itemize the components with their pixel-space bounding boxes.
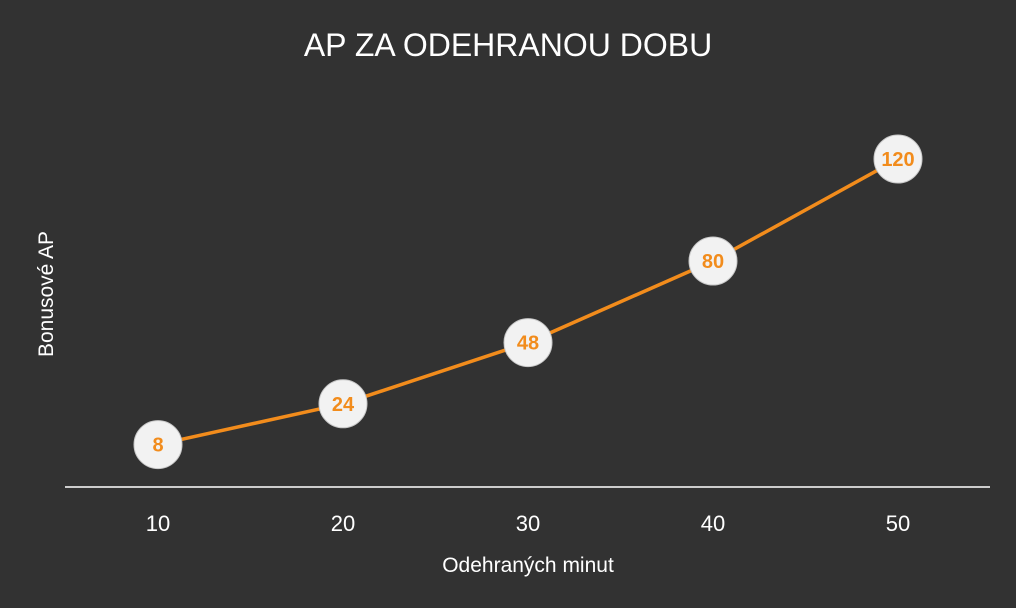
x-tick-label: 40: [701, 511, 725, 536]
data-label: 120: [881, 149, 914, 171]
y-axis-label: Bonusové AP: [35, 231, 58, 357]
data-point-marker: [873, 134, 923, 184]
data-point-marker: [503, 318, 553, 368]
data-label: 8: [152, 435, 163, 457]
data-point-marker: [133, 420, 183, 470]
x-tick-label: 50: [886, 511, 910, 536]
data-label: 48: [517, 333, 539, 355]
data-point-marker: [318, 379, 368, 429]
series-line: [157, 157, 899, 447]
data-markers: 8 24 48 80 120: [133, 134, 923, 470]
x-tick-labels: 10 20 30 40 50: [146, 511, 910, 536]
x-tick-label: 30: [516, 511, 540, 536]
x-tick-label: 10: [146, 511, 170, 536]
x-tick-label: 20: [331, 511, 355, 536]
x-axis-label: Odehraných minut: [442, 554, 614, 577]
data-label: 24: [332, 394, 355, 416]
data-point-marker: [688, 236, 738, 286]
chart-title: AP ZA ODEHRANOU DOBU: [304, 27, 712, 63]
data-label: 80: [702, 251, 724, 273]
series-layer: [157, 157, 899, 447]
